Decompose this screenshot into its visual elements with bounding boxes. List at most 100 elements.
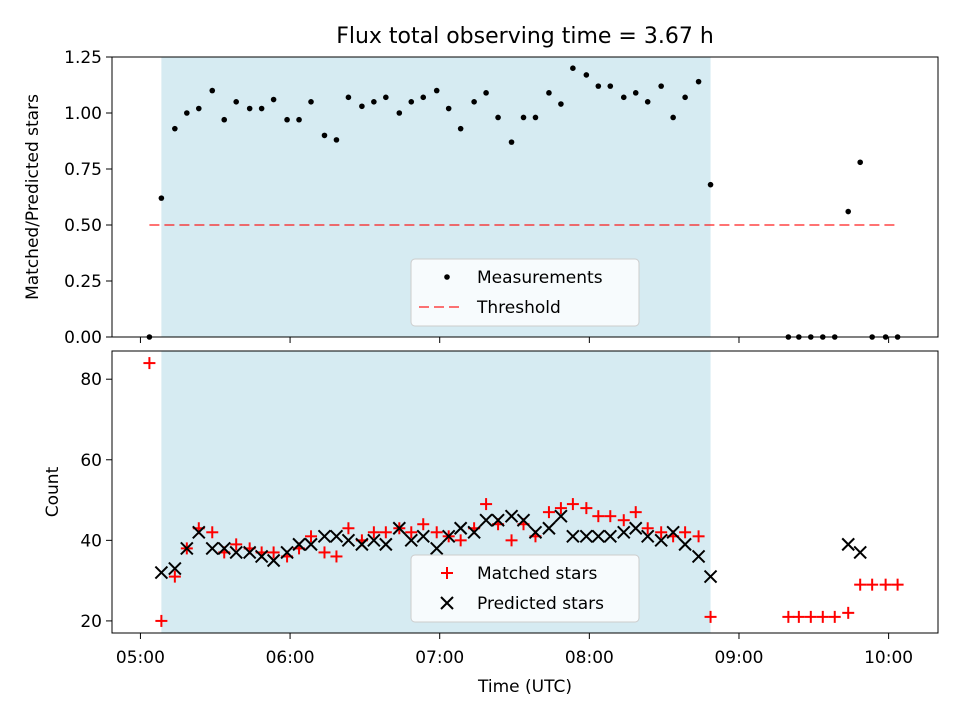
measurement-point [408, 99, 415, 105]
matched-star-point [168, 570, 181, 583]
matched-star-point [542, 506, 555, 519]
measurement-point [233, 99, 239, 105]
predicted-star-point [367, 533, 381, 548]
measurement-point [508, 139, 515, 145]
matched-star-point [866, 578, 879, 591]
predicted-star-point [168, 561, 182, 576]
predicted-star-stroke-b [603, 529, 618, 544]
top-y-axis-label: Matched/Predicted stars [23, 94, 43, 300]
predicted-star-point [453, 521, 468, 535]
bottom-x-tick-label: 10:00 [864, 648, 913, 668]
predicted-star-point [229, 545, 243, 560]
predicted-star-point [441, 529, 456, 544]
predicted-star-point [430, 541, 444, 556]
matched-star-point [655, 526, 668, 539]
measurement-point [644, 99, 651, 105]
matched-star-point [641, 522, 654, 535]
measurements-legend-marker [444, 274, 450, 280]
measurement-point [396, 110, 403, 116]
measurement-point [607, 83, 614, 89]
top-chart-title: Flux total observing time = 3.67 h [336, 24, 714, 49]
predicted-star-point [617, 525, 631, 539]
measurement-point [221, 116, 228, 123]
predicted-star-point [254, 549, 269, 564]
top-measurement-points [146, 65, 901, 340]
predicted-star-point [853, 545, 867, 560]
top-x-ticks [139, 337, 890, 343]
predicted-star-stroke-b [217, 541, 231, 556]
predicted-star-stroke-b [404, 533, 418, 548]
measurement-point [583, 72, 590, 78]
predicted-star-point [341, 533, 356, 548]
matched-star-point [782, 610, 795, 623]
matched-star-point [617, 514, 630, 527]
bottom-y-tick-label: 80 [80, 370, 102, 390]
predicted-star-stroke-b [479, 513, 493, 527]
measurement-point [632, 90, 639, 96]
predicted-star-point [416, 529, 430, 544]
predicted-star-point [629, 521, 643, 535]
measurement-point [333, 137, 340, 143]
predicted-star-stroke-b [467, 525, 481, 539]
predicted-star-stroke-b [317, 529, 332, 544]
predicted-star-stroke-b [304, 537, 318, 552]
matched-star-point [604, 510, 617, 523]
measurement-point [620, 94, 627, 101]
measurement-point [308, 99, 314, 105]
predicted-star-stroke-b [491, 513, 505, 527]
matched-star-point [566, 498, 579, 511]
top-y-tick-label: 0.50 [64, 216, 102, 236]
predicted-star-point [640, 529, 655, 544]
predicted-star-stroke-b [591, 529, 606, 544]
predicted-star-stroke-b [691, 549, 706, 564]
measurement-point [570, 65, 576, 71]
matched-star-point [554, 502, 567, 515]
matched-star-point [891, 578, 904, 591]
predicted-star-stroke-b [566, 529, 580, 544]
bottom-x-tick-label: 05:00 [116, 648, 165, 668]
matched-star-point [816, 610, 829, 623]
measurement-point [845, 208, 852, 215]
bottom-legend: Matched stars Predicted stars [410, 554, 640, 623]
predicted-stars-legend-label: Predicted stars [477, 594, 604, 614]
measurement-point [682, 94, 688, 101]
measurement-point [270, 96, 277, 103]
predicted-star-stroke-b [379, 537, 393, 552]
predicted-star-stroke-b [292, 537, 306, 552]
bottom-x-tick-label: 08:00 [565, 648, 614, 668]
measurement-point [184, 110, 190, 116]
matched-star-point [692, 530, 705, 543]
matched-star-point [430, 526, 443, 539]
predicted-star-point [491, 513, 505, 527]
predicted-star-point [154, 565, 169, 580]
top-y-tick-label: 0.00 [64, 328, 102, 348]
predicted-star-stroke-b [266, 553, 281, 568]
predicted-star-stroke-b [392, 521, 407, 535]
predicted-star-stroke-b [180, 541, 194, 556]
top-axes-frame [111, 56, 939, 338]
matched-star-point [267, 546, 280, 559]
predicted-star-stroke-b [154, 565, 169, 580]
measurement-point [383, 94, 389, 101]
matched-star-point [592, 510, 605, 523]
predicted-star-point [479, 513, 493, 527]
matched-star-point [206, 526, 219, 539]
matched-star-point [417, 518, 430, 531]
matched-star-point [454, 534, 467, 547]
top-y-tick-label: 0.25 [64, 272, 102, 292]
predicted-star-point [379, 537, 393, 552]
matched-star-point [405, 526, 418, 539]
predicted-star-stroke-b [617, 525, 631, 539]
measurements-legend-label: Measurements [477, 268, 603, 288]
predicted-stars-points [154, 509, 867, 584]
predicted-star-point [554, 509, 568, 523]
measurement-point [445, 105, 452, 112]
predicted-star-stroke-b [441, 529, 456, 544]
measurement-point [246, 105, 253, 112]
top-y-tick-label: 0.75 [64, 160, 102, 180]
matched-star-point [305, 530, 318, 543]
bottom-y-tick-label: 40 [80, 531, 102, 551]
matched-star-point [828, 610, 841, 623]
matched-stars-legend-marker [441, 567, 453, 579]
